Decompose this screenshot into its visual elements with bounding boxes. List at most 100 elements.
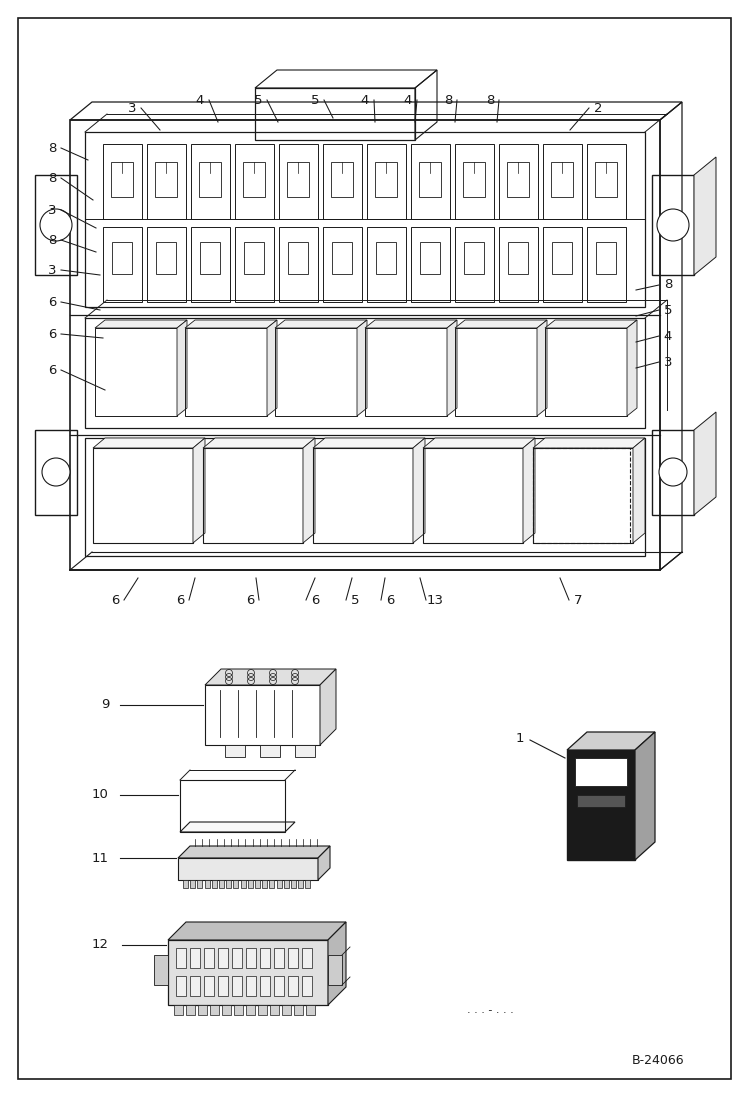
Bar <box>420 242 440 274</box>
Bar <box>652 430 694 514</box>
Bar <box>323 227 362 302</box>
Bar <box>180 780 285 832</box>
Bar <box>240 880 246 887</box>
Bar <box>533 448 630 543</box>
Bar <box>533 448 633 543</box>
Polygon shape <box>694 157 716 275</box>
Polygon shape <box>193 438 205 543</box>
Bar <box>463 162 485 197</box>
Bar <box>287 162 309 197</box>
Bar <box>218 976 228 996</box>
Polygon shape <box>694 412 716 514</box>
Bar <box>204 976 214 996</box>
Text: 5: 5 <box>664 304 673 317</box>
Bar <box>204 880 210 887</box>
Polygon shape <box>523 438 535 543</box>
Bar <box>186 1005 195 1015</box>
Text: 6: 6 <box>246 593 254 607</box>
Bar <box>375 162 397 197</box>
Bar <box>198 1005 207 1015</box>
Bar <box>85 132 645 307</box>
Bar <box>577 795 625 807</box>
Bar <box>306 880 310 887</box>
Text: 3: 3 <box>128 102 136 114</box>
Bar <box>274 976 284 996</box>
Bar <box>168 940 328 1005</box>
Bar <box>210 1005 219 1015</box>
Bar <box>111 162 133 197</box>
Bar <box>262 880 267 887</box>
Text: 10: 10 <box>91 789 109 802</box>
Bar <box>234 1005 243 1015</box>
Bar <box>279 227 318 302</box>
Bar <box>323 144 362 219</box>
Text: 8: 8 <box>48 234 56 247</box>
Bar <box>226 880 231 887</box>
Bar <box>302 948 312 968</box>
Text: 6: 6 <box>48 295 56 308</box>
Bar <box>279 144 318 219</box>
Circle shape <box>657 210 689 241</box>
Bar <box>551 162 573 197</box>
Bar <box>246 976 256 996</box>
Bar <box>232 976 242 996</box>
Bar <box>294 1005 303 1015</box>
Bar <box>174 1005 183 1015</box>
Text: 5: 5 <box>254 93 262 106</box>
Polygon shape <box>328 921 346 1005</box>
Bar <box>222 1005 231 1015</box>
Bar <box>246 948 256 968</box>
Polygon shape <box>203 438 315 448</box>
Bar <box>270 1005 279 1015</box>
Bar <box>260 948 270 968</box>
Polygon shape <box>447 320 457 416</box>
Polygon shape <box>635 732 655 860</box>
Text: 12: 12 <box>91 939 109 951</box>
Bar <box>595 162 617 197</box>
Bar <box>176 976 186 996</box>
Bar <box>313 448 413 543</box>
Polygon shape <box>185 320 277 328</box>
Bar <box>575 758 627 785</box>
Polygon shape <box>205 669 336 685</box>
Bar <box>191 144 230 219</box>
Bar <box>198 880 202 887</box>
Polygon shape <box>545 320 637 328</box>
Text: 4: 4 <box>664 329 672 342</box>
Bar <box>85 318 645 428</box>
Bar <box>291 880 296 887</box>
Polygon shape <box>423 438 535 448</box>
Bar <box>376 242 396 274</box>
Bar <box>455 328 537 416</box>
Polygon shape <box>180 822 295 832</box>
Bar <box>178 858 318 880</box>
Polygon shape <box>357 320 367 416</box>
Polygon shape <box>313 438 425 448</box>
Bar <box>275 328 357 416</box>
Bar <box>455 144 494 219</box>
Bar <box>225 745 245 757</box>
Bar <box>35 430 77 514</box>
Polygon shape <box>413 438 425 543</box>
Polygon shape <box>93 438 205 448</box>
Polygon shape <box>455 320 547 328</box>
Polygon shape <box>177 320 187 416</box>
Text: 4: 4 <box>404 93 412 106</box>
Bar <box>543 227 582 302</box>
Bar <box>545 328 627 416</box>
Text: 6: 6 <box>111 593 119 607</box>
Bar <box>288 976 298 996</box>
Text: 9: 9 <box>101 699 109 712</box>
Text: 6: 6 <box>386 593 394 607</box>
Bar <box>190 948 200 968</box>
Text: 3: 3 <box>48 204 56 216</box>
Bar <box>35 176 77 275</box>
Text: 13: 13 <box>426 593 443 607</box>
Polygon shape <box>303 438 315 543</box>
Polygon shape <box>627 320 637 416</box>
Bar <box>552 242 572 274</box>
Bar <box>499 227 538 302</box>
Text: . . . - . . .: . . . - . . . <box>467 1005 513 1015</box>
Polygon shape <box>533 438 645 448</box>
Bar <box>232 948 242 968</box>
